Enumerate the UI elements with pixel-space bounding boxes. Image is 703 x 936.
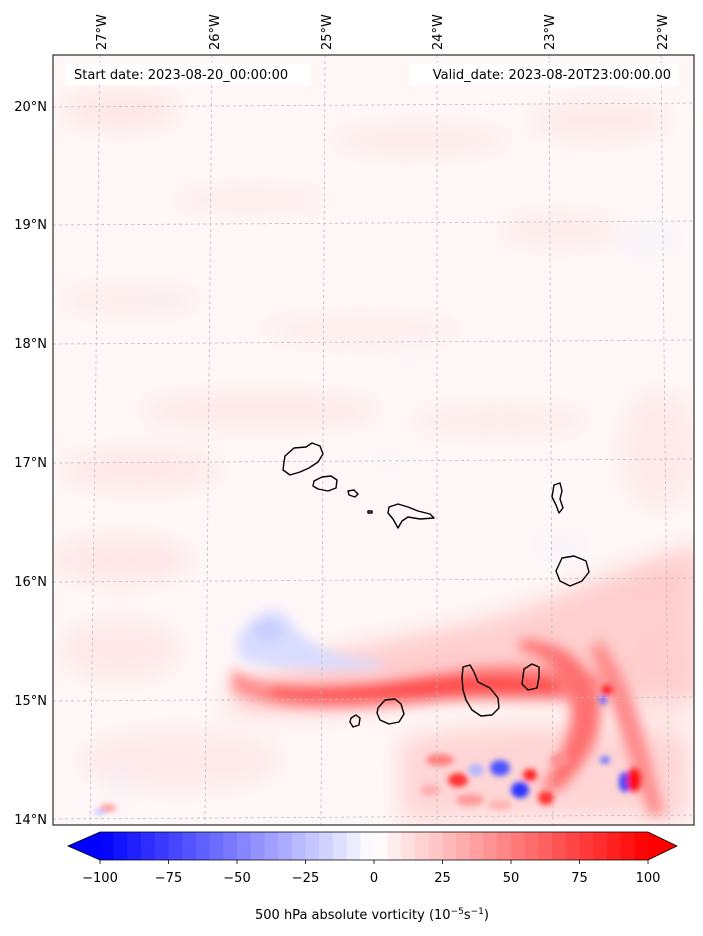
colorbar-tick-label: 0 (370, 871, 378, 886)
island-razo (367, 510, 373, 514)
lat-label-20n: 20°N (14, 100, 47, 115)
colorbar-segment (483, 832, 498, 860)
colorbar-segment (237, 832, 252, 860)
colorbar-tick-label: −25 (292, 871, 319, 886)
vorticity-field (53, 92, 694, 820)
map-panel: Start date: 2023-08-20_00:00:00 Valid_da… (52, 54, 695, 826)
colorbar-segment (428, 832, 444, 860)
colorbar-segment (209, 832, 224, 860)
colorbar-segment (264, 832, 279, 860)
lon-label-22w: 22°W (656, 14, 671, 50)
lat-label-14n: 14°N (14, 813, 47, 828)
colorbar-tick-label: −75 (155, 871, 182, 886)
coastlines (282, 442, 590, 728)
lon-label-27w: 27°W (95, 14, 110, 50)
colorbar-segment (141, 832, 156, 860)
island-maio (521, 663, 540, 691)
colorbar-segment (278, 832, 293, 860)
island-santiago (461, 664, 500, 717)
colorbar-segment (250, 832, 265, 860)
island-sal (551, 482, 564, 514)
colorbar-segment (634, 832, 649, 860)
lon-label-26w: 26°W (208, 14, 223, 50)
start-date-label: Start date: 2023-08-20_00:00:00 (74, 68, 288, 83)
colorbar-segment (100, 832, 115, 860)
colorbar-low-extension (68, 832, 100, 860)
lon-label-25w: 25°W (320, 14, 335, 50)
colorbar-label: 500 hPa absolute vorticity (10−5s−1) (255, 907, 489, 923)
colorbar-segments (100, 832, 649, 860)
lon-label-24w: 24°W (431, 14, 446, 50)
colorbar-segment (497, 832, 512, 860)
colorbar-tick-label: 75 (571, 871, 588, 886)
colorbar-tick-label: 50 (503, 871, 520, 886)
colorbar-ticks: −100 −75 −50 −25 0 25 50 75 100 (82, 860, 660, 886)
colorbar-tick-label: 100 (636, 871, 661, 886)
colorbar: −100 −75 −50 −25 0 25 50 75 100 500 hPa absolute… (67, 831, 678, 923)
lat-label-19n: 19°N (14, 218, 47, 233)
colorbar-segment (182, 832, 197, 860)
island-fogo (376, 698, 405, 725)
longitude-labels: 27°W 26°W 25°W 24°W 23°W 22°W (95, 14, 671, 50)
colorbar-segment (332, 832, 348, 860)
colorbar-segment (606, 832, 622, 860)
colorbar-segment (113, 832, 128, 860)
colorbar-segment (154, 832, 170, 860)
colorbar-segment (168, 832, 183, 860)
colorbar-segment (415, 832, 430, 860)
colorbar-segment (579, 832, 594, 860)
colorbar-segment (442, 832, 457, 860)
colorbar-segment (552, 832, 567, 860)
colorbar-tick-label: 25 (434, 871, 451, 886)
colorbar-segment (538, 832, 553, 860)
lat-label-17n: 17°N (14, 456, 47, 471)
colorbar-segment (401, 832, 416, 860)
colorbar-segment (565, 832, 581, 860)
lat-label-15n: 15°N (14, 694, 47, 709)
colorbar-segment (305, 832, 320, 860)
lon-label-23w: 23°W (543, 14, 558, 50)
colorbar-segment (291, 832, 307, 860)
island-sao-vicente (312, 475, 338, 492)
colorbar-segment (456, 832, 471, 860)
colorbar-segment (469, 832, 485, 860)
colorbar-segment (511, 832, 526, 860)
colorbar-segment (524, 832, 539, 860)
colorbar-segment (593, 832, 608, 860)
map-frame (52, 54, 695, 826)
latitude-labels: 20°N 19°N 18°N 17°N 16°N 15°N 14°N (14, 100, 47, 828)
colorbar-segment (223, 832, 238, 860)
lat-label-18n: 18°N (14, 337, 47, 352)
colorbar-high-extension (648, 832, 677, 860)
colorbar-tick-label: −100 (82, 871, 118, 886)
colorbar-segment (319, 832, 334, 860)
island-sao-nicolau (387, 503, 435, 529)
colorbar-segment (387, 832, 402, 860)
start-date-box (66, 63, 310, 85)
colorbar-segment (127, 832, 142, 860)
colorbar-segment (374, 832, 389, 860)
graticule (53, 55, 694, 825)
colorbar-segment (195, 832, 211, 860)
valid-date-box (410, 63, 678, 85)
colorbar-segment (360, 832, 375, 860)
island-santa-luzia (347, 489, 359, 498)
island-brava (349, 714, 361, 728)
lat-label-16n: 16°N (14, 575, 47, 590)
island-santo-antao (282, 442, 324, 476)
island-boa-vista (555, 555, 590, 587)
valid-date-label: Valid_date: 2023-08-20T23:00:00.00 (433, 68, 671, 83)
colorbar-segment (620, 832, 635, 860)
colorbar-tick-label: −50 (223, 871, 250, 886)
colorbar-segment (346, 832, 361, 860)
